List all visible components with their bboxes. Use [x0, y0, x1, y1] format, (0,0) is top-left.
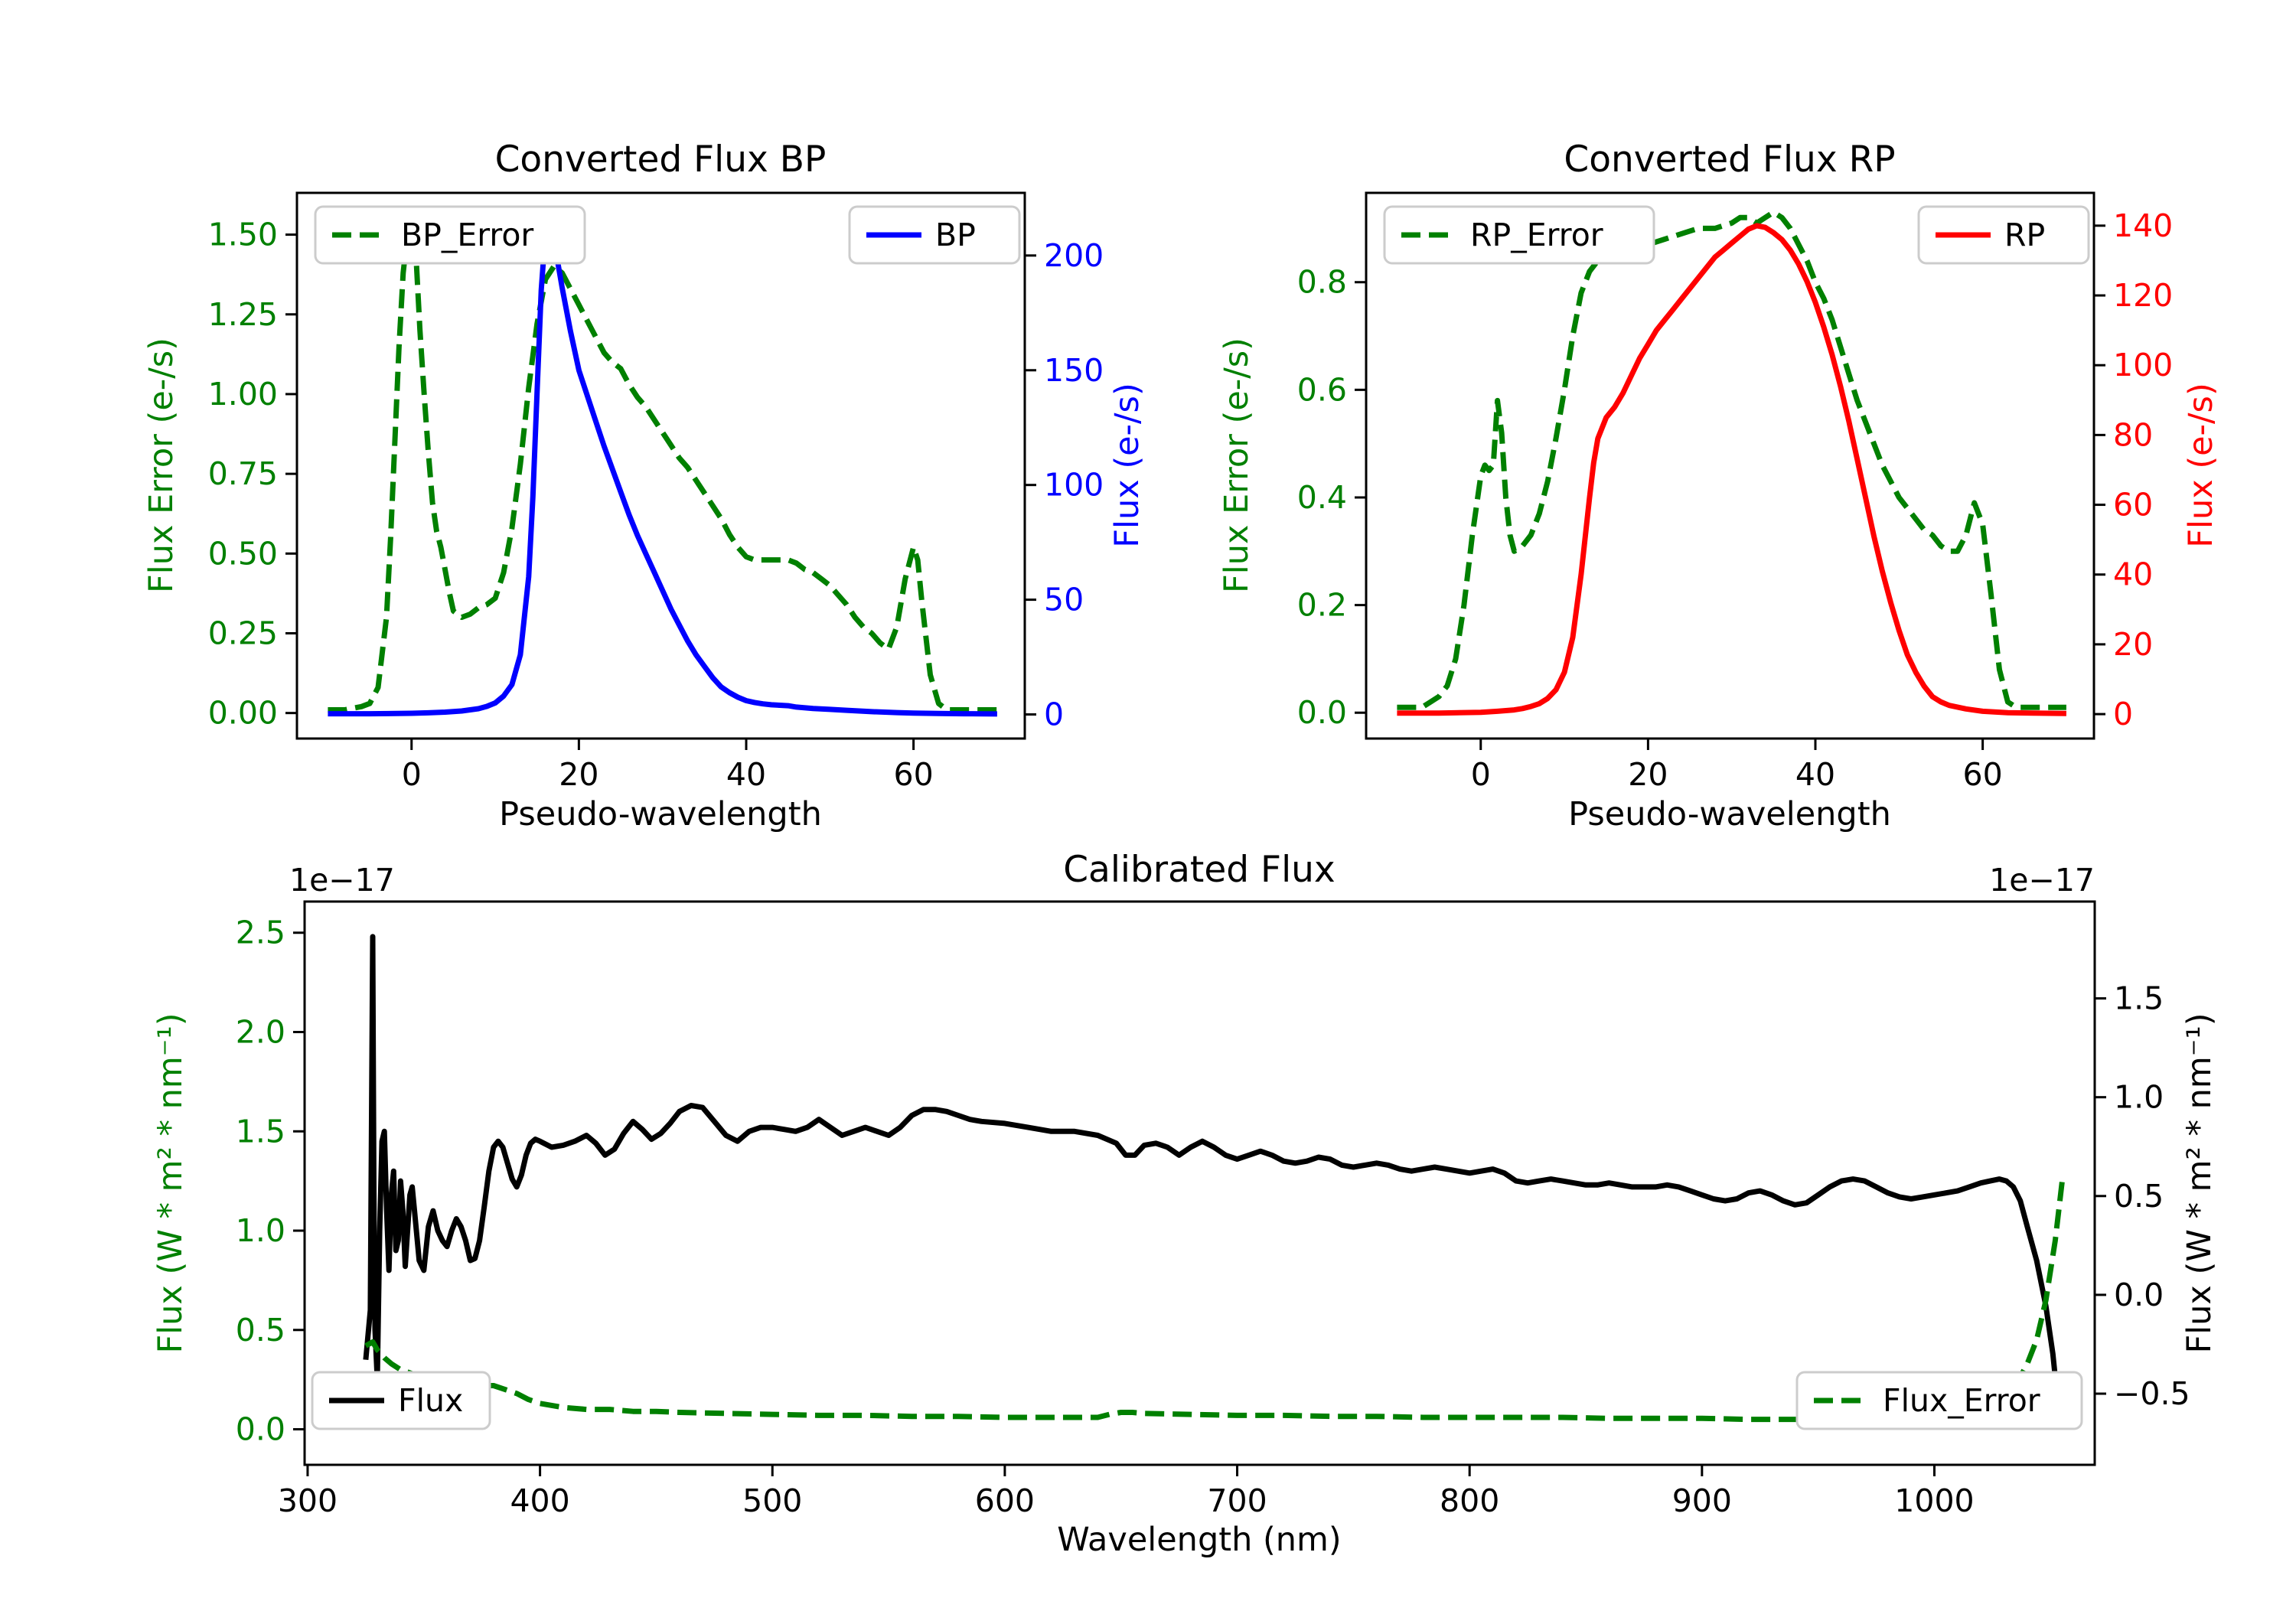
x-tick-label: 0	[402, 756, 422, 793]
legend-box	[848, 205, 1021, 265]
y-axis-label-left: Flux (W * m² * nm⁻¹)	[152, 1013, 190, 1354]
y-tick-label-left: 0.5	[236, 1312, 285, 1348]
y-tick-label-left: 0.8	[1297, 264, 1347, 301]
x-tick-label: 600	[975, 1482, 1035, 1519]
y-tick-label-left: 1.25	[208, 296, 278, 333]
y-axis-label-right: Flux (e-/s)	[1108, 383, 1146, 547]
legend-label: RP_Error	[1470, 217, 1603, 253]
y-tick-label-right: 1.5	[2114, 980, 2164, 1017]
plot-title: Converted Flux BP	[495, 139, 827, 181]
series-BP_Error	[328, 216, 997, 713]
x-tick-label: 20	[1628, 756, 1668, 793]
series-RP	[1397, 223, 2066, 716]
y-tick-label-left: 0.0	[236, 1411, 285, 1448]
x-tick-label: 500	[742, 1482, 802, 1519]
y-tick-label-left: 0.2	[1297, 587, 1347, 624]
axes-frame	[1365, 191, 2095, 740]
y-tick-label-left: 0.6	[1297, 371, 1347, 408]
y-tick-label-right: 0.5	[2114, 1178, 2164, 1215]
x-axis-label: Pseudo-wavelength	[499, 795, 822, 833]
y-tick-label-right: 1.0	[2114, 1079, 2164, 1116]
y-tick-label-right: 0.0	[2114, 1277, 2164, 1313]
y-tick-label-left: 2.0	[236, 1014, 285, 1051]
series-RP_Error	[1397, 209, 2066, 710]
x-axis-label: Wavelength (nm)	[1057, 1521, 1341, 1559]
y-tick-label-right: 0	[2113, 696, 2133, 732]
y-tick-label-right: 60	[2113, 487, 2153, 523]
y-tick-label-right: 0	[1044, 696, 1064, 733]
legend-box	[1917, 205, 2090, 265]
y-tick-label-right: 80	[2113, 416, 2153, 453]
plot-rp: 0 20 40 60 0.0 0.2 0.4 0.6 0.8 0 20 40 60 80 100 120 140…	[1218, 139, 2220, 833]
x-tick-label: 40	[1795, 756, 1835, 793]
x-tick-label: 900	[1672, 1482, 1732, 1519]
legend-box	[311, 1371, 491, 1430]
y-tick-label-left: 2.5	[236, 915, 285, 951]
y-tick-label-right: 140	[2113, 207, 2173, 244]
y-tick-label-left: 0.4	[1297, 479, 1347, 516]
plot-title: Converted Flux RP	[1564, 139, 1895, 181]
plot-title: Calibrated Flux	[1063, 849, 1336, 891]
axes-frame	[295, 191, 1026, 740]
y-tick-label-right: 200	[1044, 237, 1104, 274]
y-tick-label-right: 100	[1044, 467, 1104, 504]
x-tick-label: 800	[1440, 1482, 1499, 1519]
x-tick-label: 300	[278, 1482, 338, 1519]
series-Flux	[363, 934, 2065, 1424]
x-tick-label: 40	[726, 756, 766, 793]
x-tick-label: 60	[894, 756, 934, 793]
legend-label: RP	[2004, 217, 2045, 253]
x-tick-label: 0	[1471, 756, 1491, 793]
x-tick-label: 700	[1207, 1482, 1267, 1519]
y-tick-label-right: 40	[2113, 556, 2153, 593]
y-axis-label-right: Flux (e-/s)	[2182, 383, 2220, 547]
legend-box	[1383, 205, 1655, 265]
x-tick-label: 400	[510, 1482, 569, 1519]
y-tick-label-left: 0.25	[208, 615, 278, 651]
y-tick-label-right: 20	[2113, 626, 2153, 663]
y-axis-label-right: Flux (W * m² * nm⁻¹)	[2180, 1013, 2219, 1354]
legend-label: BP	[935, 217, 976, 253]
y-axis-label-left: Flux Error (e-/s)	[142, 338, 181, 593]
series-BP	[328, 218, 997, 717]
legend-label: Flux	[398, 1382, 463, 1419]
plot-cal: 300 400 500 600 700 800 900 1000 0.0 0.5 1.0 1.5 2.0…	[152, 849, 2219, 1559]
y-tick-label-left: 1.5	[236, 1113, 285, 1150]
y-tick-label-left: 0.0	[1297, 694, 1347, 731]
x-tick-label: 20	[559, 756, 598, 793]
y-tick-label-right: −0.5	[2114, 1375, 2190, 1412]
y-axis-label-left: Flux Error (e-/s)	[1218, 338, 1256, 593]
y-tick-label-left: 1.50	[208, 217, 278, 253]
y-tick-label-left: 0.50	[208, 535, 278, 572]
legend-box	[314, 205, 586, 265]
legend-label: BP_Error	[401, 217, 533, 253]
y-tick-label-right: 150	[1044, 352, 1104, 389]
x-tick-label: 1000	[1894, 1482, 1974, 1519]
x-tick-label: 60	[1963, 756, 2003, 793]
y-tick-label-left: 0.75	[208, 455, 278, 492]
legend-box	[1795, 1371, 2083, 1430]
y-tick-label-right: 100	[2113, 347, 2173, 383]
y-tick-label-left: 1.00	[208, 376, 278, 413]
plot-bp: 0 20 40 60 0.00 0.25 0.50 0.75 1.00 1.25 1.50 0 50 10…	[142, 139, 1146, 833]
legend-label: Flux_Error	[1883, 1382, 2040, 1419]
axis-offset-text-right: 1e−17	[1989, 862, 2095, 898]
y-tick-label-right: 50	[1044, 582, 1084, 618]
y-tick-label-left: 0.00	[208, 695, 278, 732]
y-tick-label-right: 120	[2113, 277, 2173, 314]
axis-offset-text-left: 1e−17	[289, 862, 395, 898]
axes-frame	[303, 900, 2096, 1466]
y-tick-label-left: 1.0	[236, 1212, 285, 1249]
x-axis-label: Pseudo-wavelength	[1568, 795, 1891, 833]
